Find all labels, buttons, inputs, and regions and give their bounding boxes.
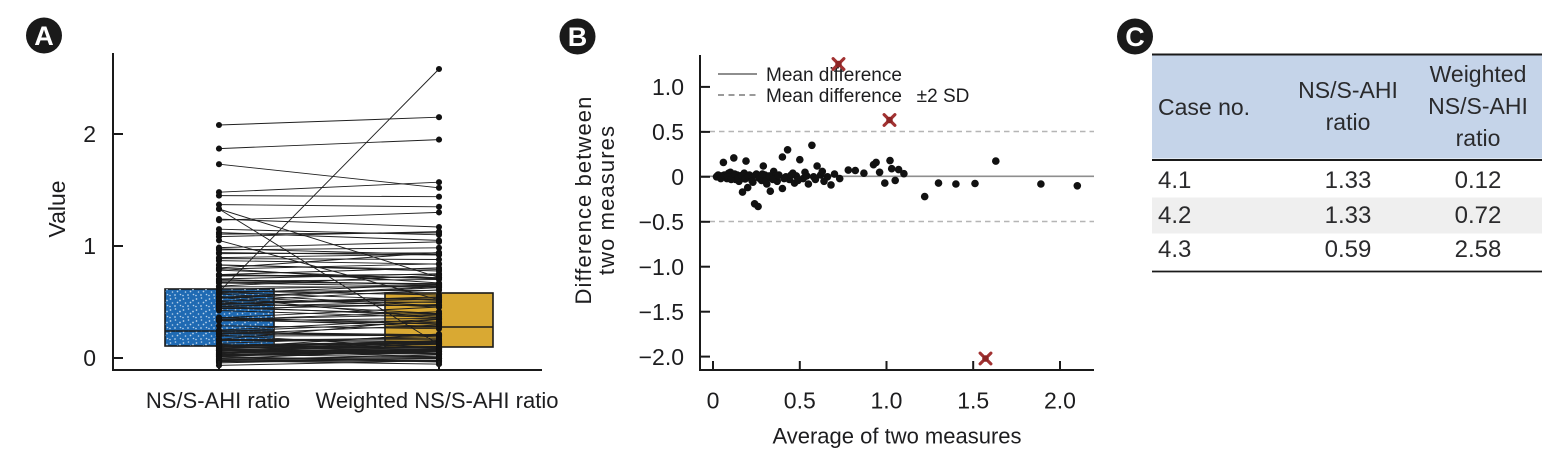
svg-text:1: 1 (83, 233, 96, 259)
svg-text:2.58: 2.58 (1455, 236, 1502, 263)
svg-text:0: 0 (707, 388, 720, 414)
svg-text:0.5: 0.5 (784, 388, 816, 414)
svg-text:0.12: 0.12 (1455, 167, 1502, 194)
svg-text:A: A (34, 21, 54, 51)
svg-text:Weighted: Weighted (1430, 61, 1527, 87)
svg-text:Case no.: Case no. (1158, 94, 1250, 120)
svg-text:0: 0 (671, 164, 684, 190)
svg-text:−1.5: −1.5 (639, 299, 684, 325)
svg-text:−0.5: −0.5 (639, 209, 684, 235)
svg-text:−2.0: −2.0 (639, 344, 684, 370)
svg-text:0.5: 0.5 (652, 119, 684, 145)
svg-text:Mean difference ±2 SD: Mean difference ±2 SD (766, 86, 969, 107)
svg-text:0.72: 0.72 (1455, 202, 1502, 229)
svg-text:NS/S-AHI: NS/S-AHI (1428, 93, 1528, 119)
svg-text:2.0: 2.0 (1044, 388, 1076, 414)
svg-text:ratio: ratio (1456, 125, 1501, 151)
svg-text:NS/S-AHI ratio: NS/S-AHI ratio (146, 388, 290, 413)
svg-text:Average of two measures: Average of two measures (772, 424, 1021, 449)
svg-text:ratio: ratio (1326, 109, 1371, 135)
svg-text:Weighted NS/S-AHI ratio: Weighted NS/S-AHI ratio (316, 388, 559, 413)
svg-text:Mean difference: Mean difference (766, 65, 902, 86)
svg-text:0: 0 (83, 345, 96, 371)
svg-text:2: 2 (83, 121, 96, 147)
svg-text:1.33: 1.33 (1325, 202, 1372, 229)
svg-text:4.2: 4.2 (1158, 202, 1191, 229)
svg-text:B: B (568, 22, 588, 52)
svg-text:4.3: 4.3 (1158, 236, 1191, 263)
svg-text:two measures: two measures (594, 125, 619, 275)
svg-text:4.1: 4.1 (1158, 167, 1191, 194)
svg-text:NS/S-AHI: NS/S-AHI (1298, 77, 1398, 103)
svg-text:0.59: 0.59 (1325, 236, 1372, 263)
svg-text:C: C (1125, 22, 1145, 52)
svg-text:Value: Value (44, 180, 70, 237)
svg-text:Difference between: Difference between (571, 96, 596, 305)
svg-text:1.0: 1.0 (652, 74, 684, 100)
svg-text:1.0: 1.0 (871, 388, 903, 414)
svg-text:1.5: 1.5 (957, 388, 989, 414)
svg-text:1.33: 1.33 (1325, 167, 1372, 194)
svg-text:−1.0: −1.0 (639, 254, 684, 280)
